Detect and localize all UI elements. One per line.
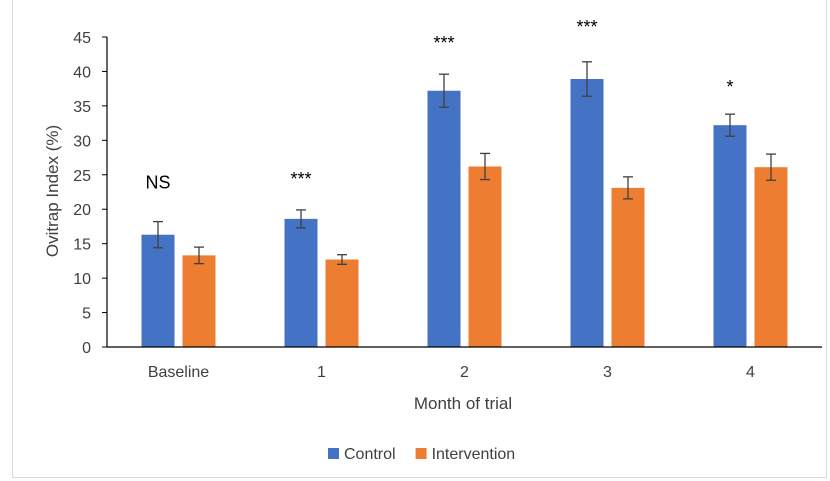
significance-label: *** (290, 169, 311, 189)
bar-intervention (325, 259, 359, 347)
x-tick-label: 2 (460, 364, 469, 381)
x-axis-ticks: Baseline 1 2 3 4 (148, 364, 755, 381)
y-tick-label: 15 (73, 237, 91, 254)
legend-item-intervention: Intervention (415, 446, 516, 463)
x-tick-label: 1 (317, 364, 326, 381)
y-tick-label: 40 (73, 64, 91, 81)
legend-label-control: Control (344, 446, 396, 463)
legend-label-intervention: Intervention (432, 446, 516, 463)
legend-item-control: Control (328, 446, 396, 463)
y-axis-ticks: 0 5 10 15 20 25 30 35 40 45 (73, 30, 107, 357)
bar-intervention (182, 255, 216, 347)
y-tick-label: 5 (82, 306, 91, 323)
legend-swatch-control (328, 448, 339, 459)
y-tick-label: 35 (73, 99, 91, 116)
x-axis-title: Month of trial (414, 394, 512, 413)
y-tick-label: 10 (73, 271, 91, 288)
significance-label: * (726, 77, 733, 97)
bar-control (713, 125, 747, 347)
y-tick-label: 0 (82, 340, 91, 357)
y-tick-label: 20 (73, 202, 91, 219)
y-tick-label: 30 (73, 133, 91, 150)
x-tick-label: Baseline (148, 364, 209, 381)
x-tick-label: 3 (603, 364, 612, 381)
y-axis-title: Ovitrap Index (%) (43, 125, 62, 257)
significance-annotations: NS ********** (145, 17, 733, 193)
significance-label: *** (576, 17, 597, 37)
bar-control (427, 90, 461, 347)
bar-intervention (611, 187, 645, 347)
y-tick-label: 25 (73, 168, 91, 185)
bar-control (141, 234, 175, 347)
bar-intervention (754, 167, 788, 347)
y-tick-label: 45 (73, 30, 91, 47)
significance-label: *** (433, 33, 454, 53)
bar-control (284, 218, 318, 347)
bar-control (570, 79, 604, 348)
significance-label: NS (145, 173, 170, 193)
legend: Control Intervention (328, 446, 515, 463)
bar-intervention (468, 166, 502, 347)
x-tick-label: 4 (746, 364, 755, 381)
bars (141, 79, 788, 348)
legend-swatch-intervention (415, 448, 427, 459)
error-bars (153, 61, 776, 265)
